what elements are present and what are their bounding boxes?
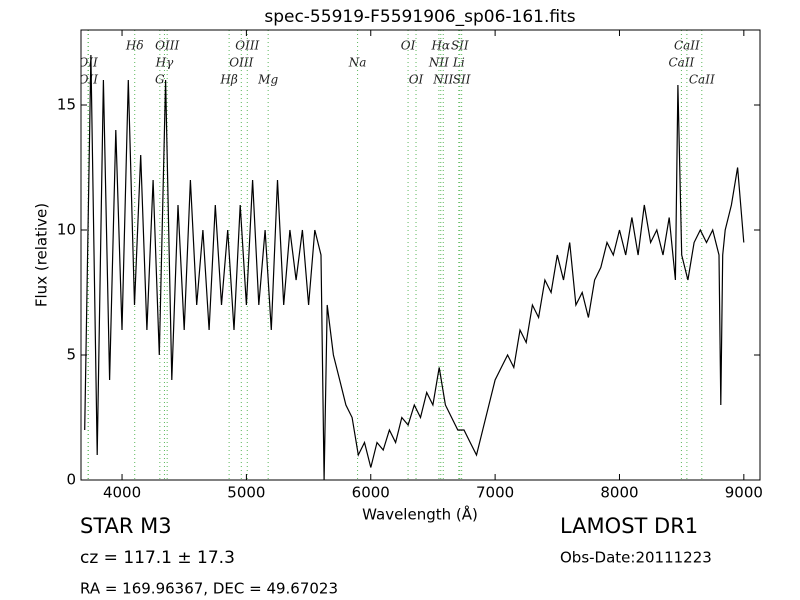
annotation-label: OI: [401, 39, 416, 53]
annotation-label: G: [155, 73, 165, 87]
annotation-label: Hα: [430, 39, 450, 53]
annotation-label: Hδ: [125, 39, 144, 53]
x-axis-label: Wavelength (Å): [362, 505, 478, 524]
x-tick-label: 9000: [725, 484, 763, 502]
annotation-label: Mg: [257, 73, 278, 87]
annotation-label: OII: [79, 73, 99, 87]
y-tick-label: 0: [66, 471, 76, 489]
annotation-label: SII: [451, 39, 469, 53]
annotation-label: Hγ: [155, 56, 174, 70]
annotation-label: OIII: [229, 56, 253, 70]
plot-frame: [80, 29, 761, 481]
x-tick-label: 6000: [352, 484, 390, 502]
spectrum-line: [84, 54, 745, 480]
date-label: Obs-Date:20111223: [560, 549, 712, 567]
x-tick-label: 4000: [103, 484, 141, 502]
y-axis-label: Flux (relative): [33, 203, 51, 307]
annotation-label: NII: [432, 73, 453, 87]
survey-label: LAMOST DR1: [560, 514, 698, 538]
annotation-label: CaII: [674, 39, 700, 53]
x-tick-label: 8000: [600, 484, 638, 502]
annotation-label: Na: [348, 56, 367, 70]
y-tick-label: 5: [66, 346, 76, 364]
annotation-label: SII: [453, 73, 471, 87]
y-tick-label: 15: [57, 96, 76, 114]
annotation-label: CaII: [689, 73, 715, 87]
coords-label: RA = 169.96367, DEC = 49.67023: [80, 580, 338, 598]
chart-title: spec-55919-F5591906_sp06-161.fits: [264, 7, 575, 27]
annotation-label: OII: [78, 56, 98, 70]
x-tick-label: 7000: [476, 484, 514, 502]
annotation-label: OI: [409, 73, 424, 87]
annotation-label: Hβ: [219, 73, 237, 87]
annotation-label: Li: [452, 56, 465, 70]
plot: OII OII Hδ G Hγ OIII Hβ OIII OIII Mg Na OI OI NII Hα NI…: [78, 30, 745, 480]
annotation-label: OIII: [155, 39, 179, 53]
x-tick-label: 5000: [227, 484, 265, 502]
annotation-label: CaII: [668, 56, 694, 70]
annotation-label: NII: [428, 56, 449, 70]
annotation-label: OIII: [235, 39, 259, 53]
object-label: STAR M3: [80, 514, 172, 538]
y-tick-label: 10: [57, 221, 76, 239]
cz-label: cz = 117.1 ± 17.3: [80, 548, 235, 568]
